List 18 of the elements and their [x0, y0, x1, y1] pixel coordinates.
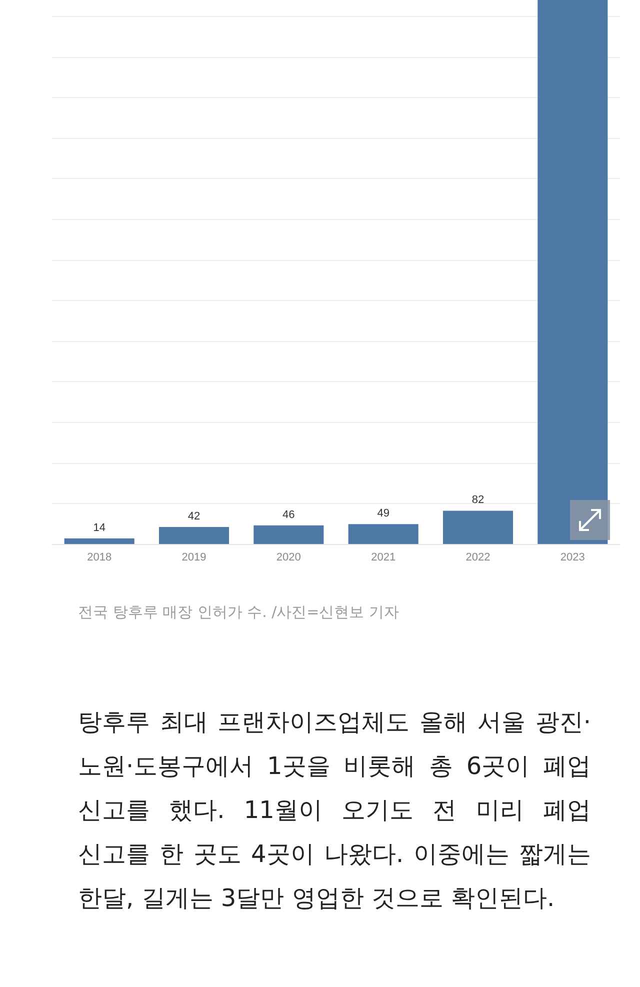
data-label: 42	[188, 510, 200, 522]
x-tick-label: 2020	[276, 552, 301, 564]
x-tick-label: 2022	[466, 552, 490, 564]
x-tick-label: 2019	[182, 552, 206, 564]
bar	[64, 538, 134, 544]
data-label: 82	[472, 494, 484, 506]
bar	[158, 526, 230, 544]
bar	[348, 524, 418, 544]
data-label: 49	[377, 508, 390, 520]
data-label: 46	[282, 508, 295, 521]
text: 전국 탕후루 매장 인허가 수. /사진=신현보 기자	[78, 603, 399, 622]
x-tick-label: 2023	[560, 552, 585, 564]
data-label: 14	[93, 522, 106, 534]
bar	[254, 525, 324, 544]
bar	[442, 510, 514, 544]
x-tick-label: 2018	[87, 552, 112, 564]
text: 탕후루 최대 프랜차이즈업체도 올해 서울 광진·노원·도봉구에서 1곳을 비롯해 총 6곳이 폐업 신고를 했다. 11월이 오기도 전 미리 폐업 신고를 한 곳도 4곳이 나왔다. 이중에는 짧게는 한달, 길게는 3달만 영업한 것으로 확인된다.	[78, 707, 591, 914]
x-tick-label: 2021	[371, 552, 396, 564]
